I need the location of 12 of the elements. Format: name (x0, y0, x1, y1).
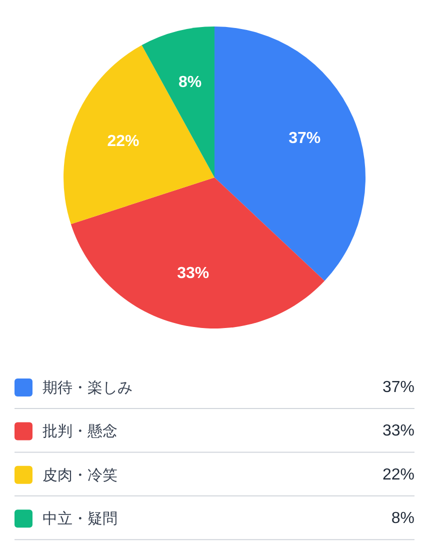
text: 8% (391, 510, 414, 528)
data-label: 8% (178, 74, 202, 91)
data-label: 33% (177, 264, 210, 282)
legend-label: 期待・楽しみ (42, 378, 132, 396)
legend-label: 批判・懸念 (42, 422, 118, 440)
data-label: 37% (288, 130, 321, 148)
legend-label: 中立・疑問 (42, 510, 118, 528)
text: 33% (382, 422, 415, 440)
text: 37% (382, 379, 415, 396)
text: 22% (382, 466, 415, 484)
data-label: 22% (107, 132, 140, 150)
legend-label: 皮肉・冷笑 (42, 466, 118, 484)
